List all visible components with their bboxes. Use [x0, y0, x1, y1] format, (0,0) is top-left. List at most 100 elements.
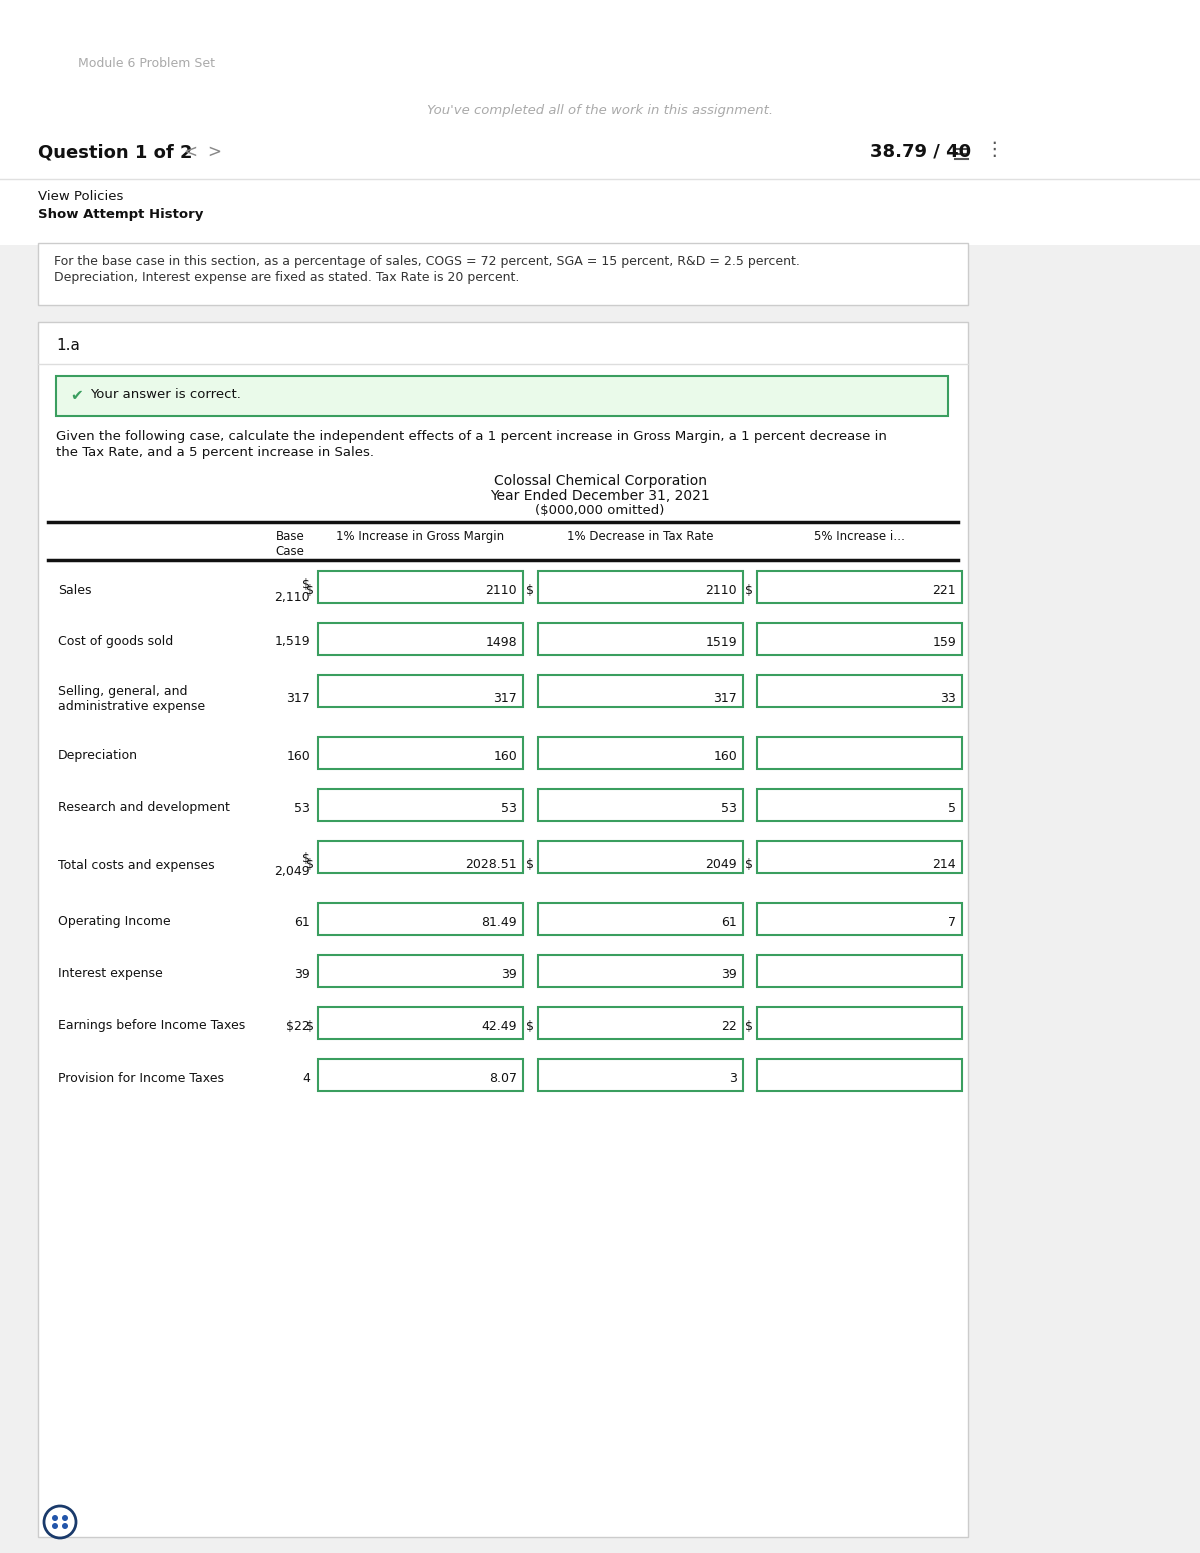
Text: Given the following case, calculate the independent effects of a 1 percent incre: Given the following case, calculate the …	[56, 430, 887, 443]
Text: For the base case in this section, as a percentage of sales, COGS = 72 percent, : For the base case in this section, as a …	[54, 255, 800, 269]
Text: <: <	[182, 143, 197, 162]
Text: $: $	[745, 859, 754, 871]
Bar	[757, 572, 962, 603]
Bar	[757, 842, 962, 873]
Text: 317: 317	[287, 693, 310, 705]
Text: $: $	[745, 584, 754, 596]
Text: 1% Increase in Gross Margin: 1% Increase in Gross Margin	[336, 530, 504, 544]
Text: $: $	[306, 859, 314, 871]
Bar	[0, 0, 1200, 130]
Circle shape	[52, 1523, 58, 1530]
Text: Interest expense: Interest expense	[58, 968, 163, 980]
Text: 1.a: 1.a	[56, 339, 80, 353]
Text: 39: 39	[721, 968, 737, 980]
Bar	[757, 623, 962, 655]
Text: 61: 61	[721, 916, 737, 929]
Text: $: $	[302, 578, 310, 590]
Text: 8.07: 8.07	[490, 1072, 517, 1084]
Text: 4: 4	[302, 1072, 310, 1084]
Bar	[757, 738, 962, 769]
Text: $: $	[526, 859, 534, 871]
Text: 53: 53	[721, 801, 737, 814]
Text: Operating Income: Operating Income	[58, 916, 170, 929]
Text: 1498: 1498	[485, 635, 517, 649]
Text: 2110: 2110	[485, 584, 517, 596]
Text: Base
Case: Base Case	[276, 530, 305, 558]
Text: Sales: Sales	[58, 584, 91, 596]
Bar	[757, 789, 962, 822]
Text: 39: 39	[502, 968, 517, 980]
Bar	[538, 955, 743, 988]
Text: 214: 214	[932, 859, 956, 871]
Text: $: $	[306, 584, 314, 596]
Text: $: $	[302, 853, 310, 865]
Bar	[757, 902, 962, 935]
Text: 39: 39	[294, 968, 310, 980]
Text: 1519: 1519	[706, 635, 737, 649]
Bar	[0, 130, 1200, 180]
Text: Selling, general, and
administrative expense: Selling, general, and administrative exp…	[58, 685, 205, 713]
Text: 160: 160	[493, 750, 517, 763]
Text: 38.79 / 40: 38.79 / 40	[870, 143, 971, 162]
Text: Depreciation, Interest expense are fixed as stated. Tax Rate is 20 percent.: Depreciation, Interest expense are fixed…	[54, 272, 520, 284]
Text: 7: 7	[948, 916, 956, 929]
Text: 1,519: 1,519	[275, 635, 310, 649]
Bar	[38, 321, 968, 1537]
Bar	[318, 955, 523, 988]
Text: Cost of goods sold: Cost of goods sold	[58, 635, 173, 649]
Text: ✔: ✔	[70, 388, 83, 402]
Text: 159: 159	[932, 635, 956, 649]
Bar	[757, 1059, 962, 1092]
Text: Module 6 Problem Set: Module 6 Problem Set	[78, 57, 215, 70]
Text: Year Ended December 31, 2021: Year Ended December 31, 2021	[490, 489, 710, 503]
Text: $: $	[306, 1019, 314, 1033]
Text: Depreciation: Depreciation	[58, 750, 138, 763]
Text: 1% Decrease in Tax Rate: 1% Decrease in Tax Rate	[568, 530, 714, 544]
Text: $22: $22	[287, 1019, 310, 1033]
Text: 2110: 2110	[706, 584, 737, 596]
Text: 5% Increase i…: 5% Increase i…	[814, 530, 905, 544]
Text: ($000,000 omitted): ($000,000 omitted)	[535, 505, 665, 517]
Text: 22: 22	[721, 1019, 737, 1033]
Text: 2,110: 2,110	[275, 590, 310, 604]
Text: 2028.51: 2028.51	[466, 859, 517, 871]
Text: Earnings before Income Taxes: Earnings before Income Taxes	[58, 1019, 245, 1033]
Bar	[56, 376, 948, 416]
Text: 2,049: 2,049	[275, 865, 310, 879]
Circle shape	[62, 1516, 68, 1520]
Text: Research and development: Research and development	[58, 801, 230, 814]
Text: 160: 160	[713, 750, 737, 763]
Bar	[757, 676, 962, 707]
Bar	[538, 1006, 743, 1039]
Bar	[538, 676, 743, 707]
Bar	[318, 842, 523, 873]
Bar	[318, 902, 523, 935]
Text: Total costs and expenses: Total costs and expenses	[58, 859, 215, 871]
Text: 53: 53	[294, 801, 310, 814]
Bar	[757, 955, 962, 988]
Bar	[318, 1059, 523, 1092]
Text: 221: 221	[932, 584, 956, 596]
Text: 5: 5	[948, 801, 956, 814]
Bar	[757, 1006, 962, 1039]
Text: ⋮: ⋮	[984, 140, 1003, 158]
Text: 42.49: 42.49	[481, 1019, 517, 1033]
Bar	[538, 902, 743, 935]
Text: 61: 61	[294, 916, 310, 929]
Text: $: $	[526, 1019, 534, 1033]
Bar	[538, 1059, 743, 1092]
Bar	[538, 738, 743, 769]
Text: $: $	[526, 584, 534, 596]
Text: $: $	[745, 1019, 754, 1033]
Bar	[318, 789, 523, 822]
Bar	[318, 676, 523, 707]
Text: Your answer is correct.: Your answer is correct.	[90, 388, 241, 401]
Text: 3: 3	[730, 1072, 737, 1084]
Bar	[538, 623, 743, 655]
Text: View Policies: View Policies	[38, 189, 124, 203]
Bar	[538, 572, 743, 603]
Text: Colossal Chemical Corporation: Colossal Chemical Corporation	[493, 474, 707, 488]
Text: 81.49: 81.49	[481, 916, 517, 929]
Text: Question 1 of 2: Question 1 of 2	[38, 143, 192, 162]
Bar	[0, 180, 1200, 245]
